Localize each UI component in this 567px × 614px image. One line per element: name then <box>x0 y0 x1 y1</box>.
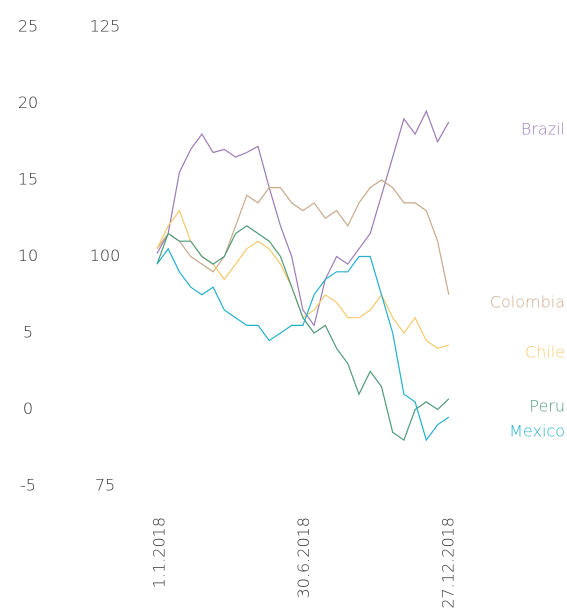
series-line <box>156 179 450 295</box>
y-tick-label: 25 <box>18 17 38 36</box>
x-tick-label: 27.12.2018 <box>438 517 457 609</box>
y-tick-label: 0 <box>23 399 33 418</box>
legend-label: Chile <box>525 343 565 362</box>
x-tick-label: 30.6.2018 <box>294 517 313 598</box>
y2-tick-label: 125 <box>90 17 121 36</box>
x-tick-label: 1.1.2018 <box>150 517 169 588</box>
y2-tick-label: 75 <box>95 476 115 495</box>
y-tick-label: 5 <box>23 323 33 342</box>
y-tick-label: 10 <box>18 246 38 265</box>
series-line <box>156 225 450 442</box>
y-tick-label: 20 <box>18 93 38 112</box>
legend-label: Peru <box>529 396 565 415</box>
y-tick-label: -5 <box>20 476 36 495</box>
legend-label: Brazil <box>521 119 565 138</box>
series-line <box>156 247 450 442</box>
y2-tick-label: 100 <box>90 246 121 265</box>
legend-label: Mexico <box>509 421 565 440</box>
series-line <box>156 209 449 349</box>
series-line <box>156 109 450 327</box>
y-tick-label: 15 <box>18 170 38 189</box>
legend-label: Colombia <box>490 292 565 311</box>
